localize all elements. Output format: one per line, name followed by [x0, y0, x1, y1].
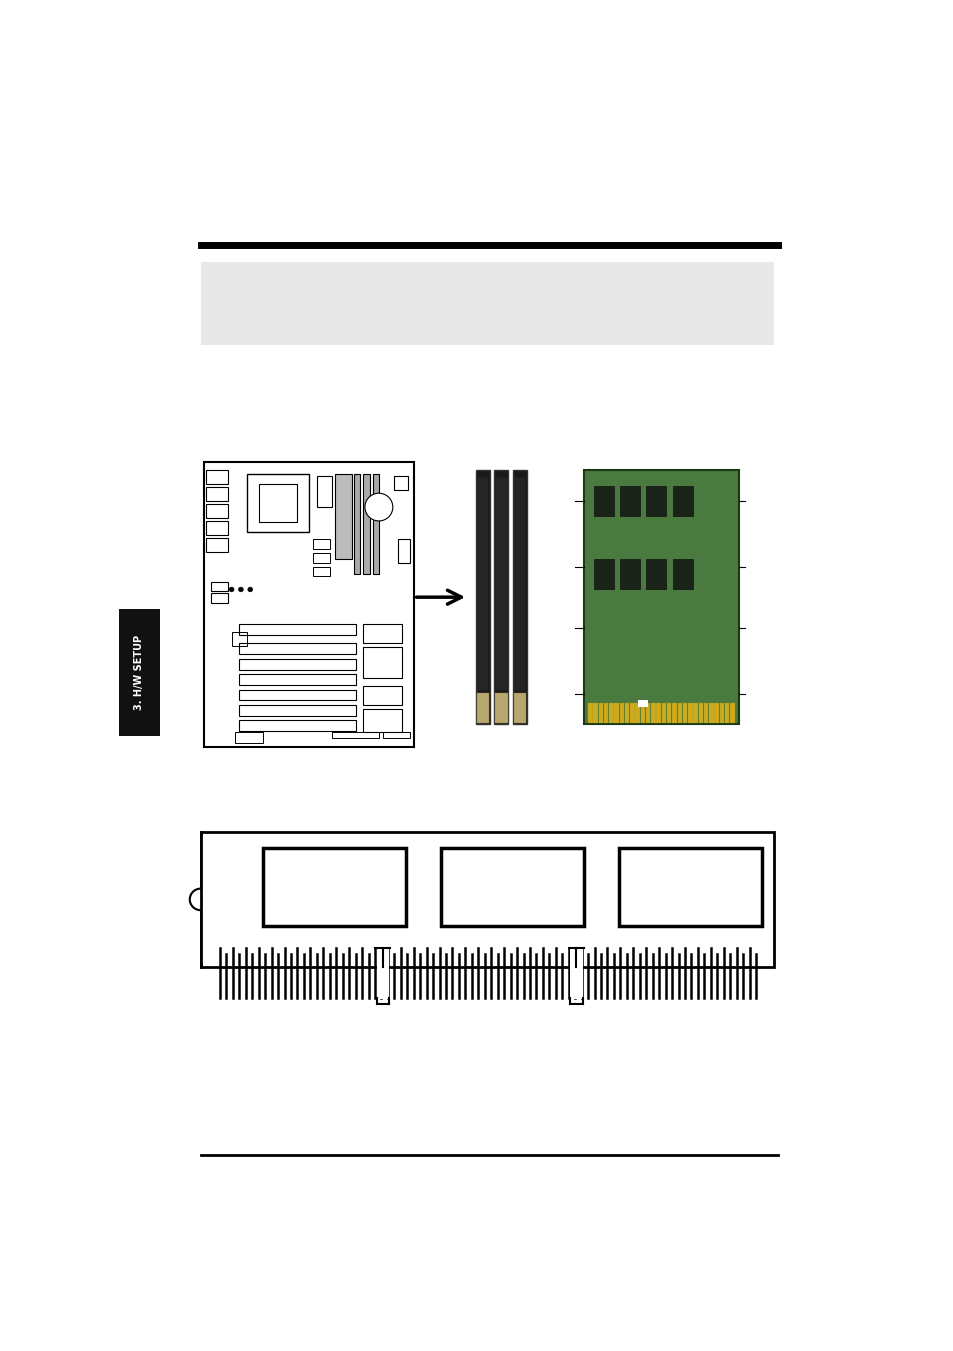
Bar [645, 703, 650, 723]
Bar [313, 554, 330, 562]
Bar [235, 732, 262, 743]
Bar [476, 478, 488, 689]
Bar [363, 647, 402, 678]
Bar [200, 836, 213, 963]
Bar [619, 559, 639, 589]
Bar [200, 832, 773, 967]
Circle shape [248, 588, 253, 592]
Bar [672, 703, 676, 723]
Circle shape [229, 588, 233, 592]
Bar [239, 643, 355, 654]
Bar [316, 477, 332, 507]
Circle shape [238, 588, 243, 592]
Bar [363, 686, 402, 705]
Bar [619, 703, 623, 723]
Bar [440, 848, 583, 927]
Bar [514, 478, 525, 689]
Bar [672, 485, 692, 516]
Bar [693, 703, 697, 723]
Bar [619, 485, 639, 516]
Bar [476, 470, 489, 724]
Bar [618, 848, 761, 927]
Bar [397, 539, 410, 562]
Bar [363, 474, 369, 574]
Bar [598, 703, 602, 723]
Bar [313, 539, 330, 549]
Bar [638, 700, 647, 707]
Bar [687, 703, 692, 723]
Bar [239, 720, 355, 731]
Bar [206, 521, 228, 535]
Bar [239, 705, 355, 716]
Bar [239, 689, 355, 700]
Bar [206, 488, 228, 501]
Bar [698, 703, 702, 723]
Bar [682, 703, 686, 723]
Bar [603, 703, 608, 723]
Bar [239, 624, 355, 635]
Bar [609, 703, 613, 723]
Bar [719, 703, 723, 723]
Bar [513, 470, 526, 724]
Bar [239, 674, 355, 685]
Bar [661, 703, 665, 723]
Bar [496, 478, 506, 689]
Bar [206, 470, 228, 484]
Bar [373, 474, 378, 574]
Bar [258, 484, 297, 523]
Bar [354, 474, 360, 574]
Bar [204, 462, 414, 747]
Bar [476, 693, 488, 723]
Bar [583, 470, 739, 724]
Bar [382, 732, 410, 738]
Bar [630, 703, 634, 723]
Bar [206, 538, 228, 551]
Bar [394, 477, 408, 490]
Bar [363, 709, 402, 732]
Bar [666, 703, 671, 723]
Bar [593, 485, 613, 516]
Bar [724, 703, 729, 723]
Bar [376, 946, 389, 1000]
Bar [119, 609, 159, 736]
Bar [494, 470, 508, 724]
Bar [635, 703, 639, 723]
Circle shape [365, 493, 393, 521]
Bar [247, 474, 309, 532]
Bar [677, 703, 681, 723]
Bar [200, 262, 773, 346]
Text: 3. H/W SETUP: 3. H/W SETUP [134, 635, 144, 709]
Bar [335, 474, 352, 559]
Bar [703, 703, 707, 723]
Bar [570, 946, 582, 1000]
Bar [624, 703, 629, 723]
Bar [262, 848, 406, 927]
Bar [232, 632, 247, 646]
Bar [211, 582, 228, 590]
Bar [211, 593, 228, 603]
Bar [587, 703, 592, 723]
Bar [656, 703, 660, 723]
Bar [593, 559, 613, 589]
Bar [714, 703, 718, 723]
Bar [729, 703, 734, 723]
Bar [313, 567, 330, 577]
Bar [206, 504, 228, 517]
Bar [363, 624, 402, 643]
Bar [640, 703, 644, 723]
Bar [708, 703, 713, 723]
Bar [593, 703, 598, 723]
Bar [495, 693, 507, 723]
Bar [513, 693, 525, 723]
Bar [332, 732, 378, 738]
Bar [614, 703, 618, 723]
Bar [672, 559, 692, 589]
Bar [645, 485, 666, 516]
Circle shape [190, 889, 212, 911]
Bar [645, 559, 666, 589]
Bar [239, 659, 355, 670]
Bar [651, 703, 655, 723]
